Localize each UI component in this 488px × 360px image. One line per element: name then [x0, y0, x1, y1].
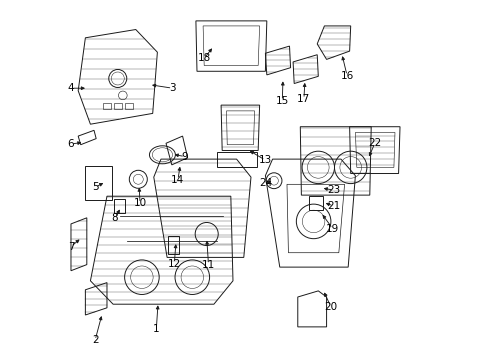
Text: 18: 18	[197, 53, 210, 63]
Text: 10: 10	[133, 198, 146, 208]
Text: 4: 4	[67, 83, 74, 93]
Text: 1: 1	[153, 324, 159, 334]
Text: 15: 15	[275, 96, 288, 106]
Text: 3: 3	[169, 83, 176, 93]
Text: 17: 17	[297, 94, 310, 104]
Text: 7: 7	[67, 242, 74, 252]
Text: 14: 14	[171, 175, 184, 185]
Text: 20: 20	[324, 302, 337, 312]
Text: 13: 13	[258, 155, 271, 165]
Text: 5: 5	[92, 182, 98, 192]
Text: 11: 11	[202, 260, 215, 270]
Text: 23: 23	[326, 185, 340, 195]
Text: 24: 24	[258, 178, 271, 188]
Text: 6: 6	[67, 139, 74, 149]
Text: 22: 22	[367, 138, 381, 148]
Text: 2: 2	[92, 335, 98, 345]
Text: 8: 8	[111, 213, 118, 223]
Text: 21: 21	[326, 201, 340, 211]
Text: 16: 16	[340, 71, 353, 81]
Text: 19: 19	[325, 224, 339, 234]
Text: 12: 12	[167, 258, 181, 269]
Text: 9: 9	[182, 152, 188, 162]
